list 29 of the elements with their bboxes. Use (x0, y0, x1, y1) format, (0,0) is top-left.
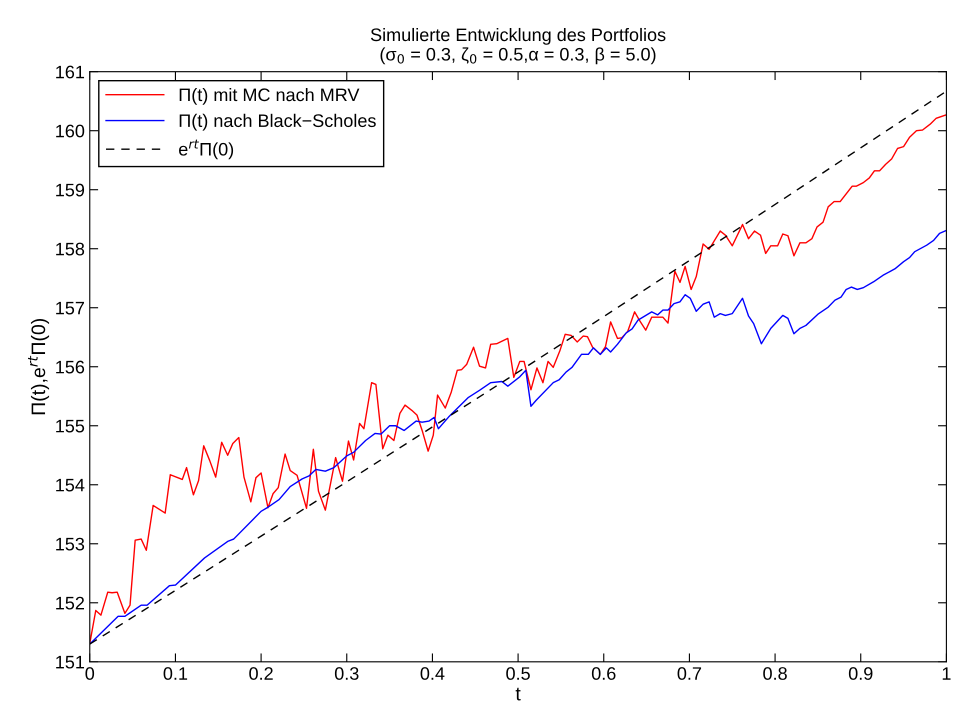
legend-label: Π(t) mit MC nach MRV (180, 88, 360, 105)
y-axis-title: Π(t),e$^{rt}$Π(0) (28, 318, 50, 414)
y-tick-label: 158 (56, 242, 84, 256)
y-tick-label: 161 (56, 66, 84, 78)
x-tick-label: 0.2 (249, 667, 273, 680)
legend-label: e$^{rt}$Π(0) (179, 140, 234, 160)
y-tick-label: 153 (56, 538, 84, 550)
y-tick-label: 155 (56, 420, 84, 432)
x-tick-label: 0.6 (592, 667, 616, 680)
x-tick-label: 0.5 (506, 667, 530, 680)
x-tick-label: 0 (85, 667, 94, 680)
y-tick-label: 152 (56, 596, 84, 610)
x-tick-label: 0.9 (848, 667, 872, 680)
x-tick-label: 0.7 (678, 667, 702, 680)
y-tick-label: 157 (56, 302, 84, 314)
x-axis-title: t (516, 688, 521, 701)
y-tick-label: 159 (56, 184, 84, 196)
chart-title: Simulierte Entwicklung des Portfolios (σ$_{0}$ = 0.3, ζ$_{0}$ = 0.5,α = 0.3, β = 5.0) (370, 28, 666, 64)
y-tick-label: 151 (56, 656, 84, 669)
x-tick-label: 0.3 (334, 667, 359, 680)
x-tick-label: 0.8 (763, 667, 787, 680)
y-tick-label: 154 (56, 478, 84, 492)
legend-label: Π(t) nach Black−Scholes (180, 114, 376, 131)
y-tick-label: 160 (56, 124, 84, 138)
line-series (90, 230, 946, 645)
x-tick-label: 0.1 (164, 667, 188, 680)
x-tick-label: 1 (942, 667, 951, 680)
y-tick-label: 156 (56, 360, 84, 374)
x-tick-label: 0.4 (420, 667, 444, 680)
